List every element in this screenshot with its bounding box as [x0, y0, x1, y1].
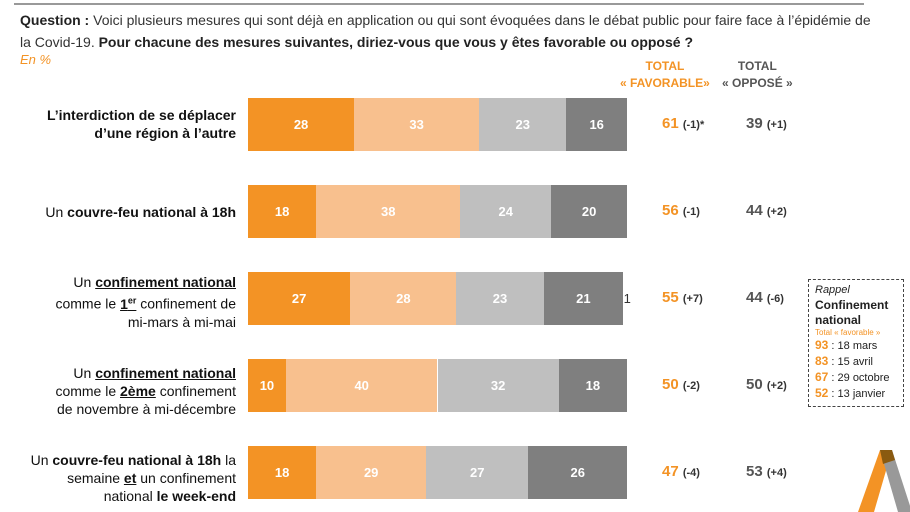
total-oppose: 44 (-6): [746, 289, 784, 306]
bar-segment-plutôt-favorable: 33: [354, 98, 480, 151]
bar-segment-très-opposé: 20: [551, 185, 627, 238]
bar-row-5: 18 29 27 26: [248, 446, 627, 499]
bar-segment-très-favorable: 28: [248, 98, 355, 151]
bar-segment-other: 1: [623, 291, 631, 306]
bar-segment-très-opposé: 26: [528, 446, 627, 499]
question: Question : Voici plusieurs mesures qui s…: [20, 12, 871, 50]
bar-segment-plutôt-favorable: 38: [316, 185, 461, 238]
bar-segment-plutôt-opposé: 24: [460, 185, 552, 238]
total-oppose: 39 (+1): [746, 115, 787, 132]
bar-row-4: 10 40 32 18: [248, 359, 627, 412]
row-label-1: L’interdiction de se déplacer d’une régi…: [46, 107, 236, 141]
bar-segment-plutôt-opposé: 32: [437, 359, 559, 412]
bar-segment-très-favorable: 18: [248, 185, 317, 238]
bar-segment-très-opposé: 16: [566, 98, 627, 151]
header-total-favorable: TOTAL « FAVORABLE»: [620, 59, 710, 90]
bar-segment-très-favorable: 10: [248, 359, 286, 412]
bar-segment-très-opposé: 18: [558, 359, 627, 412]
total-oppose: 50 (+2): [746, 376, 787, 393]
total-favorable: 47 (-4): [662, 463, 700, 480]
row-label-5: Un couvre-feu national à 18h la semaine e…: [30, 452, 236, 504]
rappel-item: 52 : 13 janvier: [815, 386, 886, 400]
rappel-item: 67 : 29 octobre: [815, 370, 890, 384]
row-label-2: Un couvre-feu national à 18h: [45, 204, 236, 220]
logo: [858, 450, 910, 512]
total-favorable: 61 (-1)*: [662, 115, 705, 132]
bar-segment-plutôt-favorable: 28: [350, 272, 457, 325]
bar-segment-plutôt-opposé: 27: [426, 446, 529, 499]
rappel-box: Rappel Confinement national Total « favo…: [808, 279, 904, 407]
bar-segment-très-favorable: 27: [248, 272, 351, 325]
bar-segment-très-favorable: 18: [248, 446, 317, 499]
top-rule: [14, 3, 864, 5]
bar-segment-plutôt-opposé: 23: [456, 272, 544, 325]
total-oppose: 44 (+2): [746, 202, 787, 219]
row-label-3: Un confinement national comme le 1er conf…: [55, 274, 236, 330]
header-total-oppose: TOTAL « OPPOSÉ »: [722, 59, 793, 90]
rappel-item: 93 : 18 mars: [815, 338, 878, 352]
total-favorable: 56 (-1): [662, 202, 700, 219]
rappel-item: 83 : 15 avril: [815, 354, 873, 368]
unit-label: En %: [20, 52, 52, 67]
bar-segment-plutôt-opposé: 23: [479, 98, 567, 151]
bar-segment-très-opposé: 21: [543, 272, 624, 325]
row-label-4: Un confinement national comme le 2ème con…: [55, 365, 236, 417]
bar-row-3: 27 28 23 21 1: [248, 272, 631, 325]
bar-row-2: 18 38 24 20: [248, 185, 627, 238]
bar-segment-plutôt-favorable: 29: [316, 446, 427, 499]
bar-row-1: 28 33 23 16: [248, 98, 627, 151]
total-favorable: 55 (+7): [662, 289, 703, 306]
total-oppose: 53 (+4): [746, 463, 787, 480]
bar-segment-plutôt-favorable: 40: [285, 359, 438, 412]
total-favorable: 50 (-2): [662, 376, 700, 393]
